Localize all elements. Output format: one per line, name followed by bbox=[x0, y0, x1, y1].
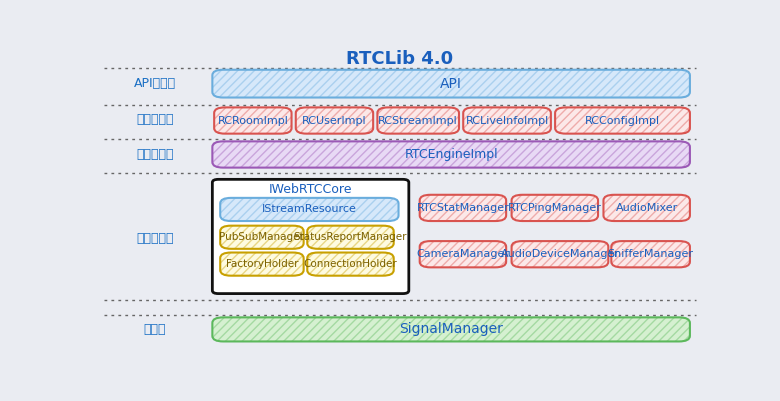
FancyBboxPatch shape bbox=[604, 195, 690, 221]
Text: RCRoomImpl: RCRoomImpl bbox=[218, 115, 289, 126]
FancyBboxPatch shape bbox=[555, 107, 690, 134]
FancyBboxPatch shape bbox=[420, 241, 506, 267]
FancyBboxPatch shape bbox=[463, 107, 551, 134]
Text: PubSubManager: PubSubManager bbox=[219, 232, 304, 242]
FancyBboxPatch shape bbox=[212, 317, 690, 342]
Text: AudioDeviceManager: AudioDeviceManager bbox=[501, 249, 619, 259]
FancyBboxPatch shape bbox=[220, 198, 399, 221]
FancyBboxPatch shape bbox=[212, 142, 690, 168]
Text: IWebRTCCore: IWebRTCCore bbox=[269, 183, 353, 196]
FancyBboxPatch shape bbox=[512, 241, 608, 267]
Text: 基础组件层: 基础组件层 bbox=[136, 231, 174, 245]
Text: RCStreamImpl: RCStreamImpl bbox=[378, 115, 458, 126]
Text: RTCLib 4.0: RTCLib 4.0 bbox=[346, 50, 453, 68]
Text: FactoryHolder: FactoryHolder bbox=[225, 259, 298, 269]
Text: RCConfigImpl: RCConfigImpl bbox=[585, 115, 660, 126]
Text: 会话管理层: 会话管理层 bbox=[136, 148, 174, 161]
FancyBboxPatch shape bbox=[420, 195, 506, 221]
FancyBboxPatch shape bbox=[212, 179, 409, 294]
Text: RTCEngineImpl: RTCEngineImpl bbox=[404, 148, 498, 161]
Text: SnifferManager: SnifferManager bbox=[608, 249, 693, 259]
Text: StatusReportManager: StatusReportManager bbox=[294, 232, 407, 242]
FancyBboxPatch shape bbox=[378, 107, 459, 134]
FancyBboxPatch shape bbox=[215, 107, 292, 134]
Text: AudioMixer: AudioMixer bbox=[615, 203, 678, 213]
FancyBboxPatch shape bbox=[296, 107, 373, 134]
FancyBboxPatch shape bbox=[512, 195, 598, 221]
Text: ConnectionHolder: ConnectionHolder bbox=[303, 259, 397, 269]
Text: CameraManager: CameraManager bbox=[417, 249, 509, 259]
FancyBboxPatch shape bbox=[307, 253, 394, 275]
Text: API: API bbox=[440, 77, 462, 91]
FancyBboxPatch shape bbox=[220, 253, 303, 275]
Text: 信令层: 信令层 bbox=[144, 323, 166, 336]
FancyBboxPatch shape bbox=[212, 70, 690, 97]
FancyBboxPatch shape bbox=[612, 241, 690, 267]
Text: RCLiveInfoImpl: RCLiveInfoImpl bbox=[466, 115, 548, 126]
Text: RCUserImpl: RCUserImpl bbox=[302, 115, 367, 126]
Text: IStreamResource: IStreamResource bbox=[262, 205, 356, 215]
Text: 数据模型层: 数据模型层 bbox=[136, 113, 174, 126]
Text: RTCPingManager: RTCPingManager bbox=[508, 203, 601, 213]
Text: API接口层: API接口层 bbox=[134, 77, 176, 90]
FancyBboxPatch shape bbox=[307, 226, 394, 249]
Text: SignalManager: SignalManager bbox=[399, 322, 503, 336]
Text: RTCStatManager: RTCStatManager bbox=[417, 203, 509, 213]
FancyBboxPatch shape bbox=[220, 226, 303, 249]
